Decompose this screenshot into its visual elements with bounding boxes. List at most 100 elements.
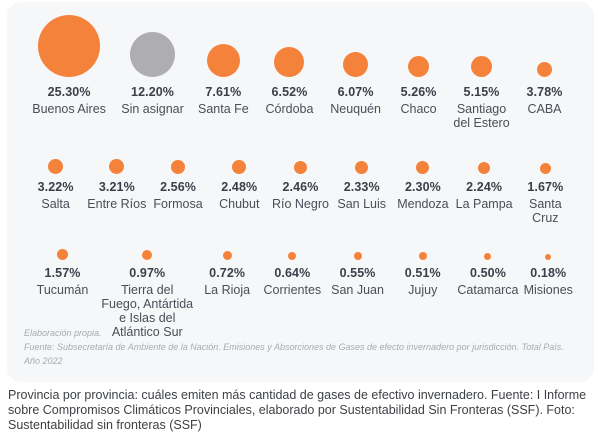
bubble-label: Catamarca [457,282,519,297]
bubble-circle [142,249,153,260]
bubble-item: 2.56% Formosa [147,158,208,211]
bubble-item: 25.30% Buenos Aires [25,15,113,116]
bubble-label: CABA [527,102,562,116]
bubble-label: Río Negro [271,197,329,212]
bubble-circle-area [171,158,186,175]
bubble-item: 0.64% Corrientes [260,248,325,297]
bubble-value: 3.22% [37,180,74,195]
bubble-label: Santa Cruz [529,197,562,226]
bubble-value: 2.48% [221,180,258,195]
bubble-item: 0.97% Tierra del Fuego, Antártida e Islas… [100,248,195,340]
bubble-circle-area [288,248,297,260]
bubble-label: Córdoba [265,102,314,116]
bubble-circle [38,15,101,77]
bubble-value: 1.57% [44,265,81,280]
bubble-label: Chubut [219,197,260,212]
bubble-circle-area [355,158,369,175]
bubble-circle [288,251,297,260]
bubble-label: Santa Fe [197,102,249,116]
bubble-label: Tucumán [36,282,89,297]
bubble-circle-area [416,158,430,175]
bubble-circle [353,251,362,260]
bubble-circle-area [343,15,369,77]
bubble-value: 2.30% [404,180,441,195]
bubble-value: 0.18% [530,265,567,280]
bubble-circle [537,62,552,77]
bubble-item: 2.30% Mendoza [392,158,453,211]
bubble-circle-area [56,248,68,260]
bubble-circle [206,44,240,77]
bubble-circle-area [484,248,492,260]
bubble-value: 6.52% [271,85,308,99]
bubble-item: 12.20% Sin asignar [113,15,192,116]
bubble-item: 0.18% Misiones [521,248,576,297]
bubble-value: 3.78% [526,85,563,99]
bubble-row-3: 1.57% Tucumán 0.97% Tierra del Fuego, Antár… [19,248,582,340]
bubble-circle [232,160,247,175]
bubble-circle-area [353,248,362,260]
bubble-circle [109,159,125,175]
bubble-item: 2.46% Río Negro [270,158,331,211]
bubble-circle [471,56,493,77]
bubble-circle [355,161,369,175]
bubble-value: 1.67% [527,180,564,195]
bubble-item: 0.50% Catamarca [455,248,520,297]
bubble-circle [539,163,551,175]
note-elaboracion: Elaboración propia. [24,328,102,339]
bubble-item: 0.55% San Juan [325,248,390,297]
bubble-item: 2.24% La Pampa [454,158,515,211]
bubble-item: 0.72% La Rioja [195,248,260,297]
bubble-circle [484,252,492,260]
bubble-circle-area [539,158,551,175]
bubble-value: 0.51% [404,265,441,280]
bubble-item: 0.51% Jujuy [390,248,455,297]
bubble-value: 3.21% [98,180,135,195]
bubble-circle [48,159,64,175]
bubble-circle-area [206,15,240,77]
bubble-label: La Rioja [204,282,251,297]
bubble-value: 0.64% [274,265,311,280]
bubble-circle-area [109,158,125,175]
bubble-value: 25.30% [47,85,91,99]
bubble-value: 6.07% [337,85,374,99]
bubble-label: Buenos Aires [32,102,106,116]
bubble-label: San Luis [337,197,387,212]
bubble-circle [274,47,305,77]
emissions-bubble-chart-panel: 25.30% Buenos Aires 12.20% Sin asignar 7.61%… [7,2,594,382]
bubble-circle [293,161,307,175]
bubble-label: Neuquén [330,102,381,116]
bubble-value: 2.56% [160,180,197,195]
bubble-label: Santiago del Estero [453,102,510,131]
bubble-item: 3.22% Salta [25,158,86,211]
bubble-circle-area [537,15,552,77]
bubble-item: 5.15% Santiago del Estero [450,15,513,130]
bubble-item: 3.21% Entre Ríos [86,158,147,211]
bubble-circle-area [274,15,305,77]
bubble-value: 0.72% [209,265,246,280]
note-fuente: Fuente: Subsecretaría de Ambiente de la … [24,342,564,367]
bubble-circle-area [222,248,232,260]
bubble-item: 3.78% CABA [513,15,576,116]
bubble-row-1: 25.30% Buenos Aires 12.20% Sin asignar 7.61%… [19,15,582,130]
bubble-value: 12.20% [131,85,175,99]
bubble-value: 7.61% [205,85,242,99]
bubble-label: Tierra del Fuego, Antártida e Islas del … [101,282,194,339]
bubble-circle [478,162,491,175]
bubble-circle-area [293,158,307,175]
bubble-label: Chaco [400,102,437,116]
bubble-label: Sin asignar [121,102,184,116]
bubble-circle-area [418,248,427,260]
bubble-value: 2.33% [343,180,380,195]
bubble-label: La Pampa [455,197,513,212]
bubble-label: Jujuy [408,282,438,297]
bubble-circle-area [38,15,101,77]
bubble-value: 5.26% [400,85,437,99]
bubble-circle-area [545,248,552,260]
bubble-value: 0.50% [469,265,506,280]
bubble-value: 5.15% [463,85,500,99]
bubble-label: Entre Ríos [87,197,147,212]
bubble-circle-area [232,158,247,175]
bubble-item: 6.52% Córdoba [255,15,324,116]
bubble-label: San Juan [331,282,384,297]
bubble-item: 5.26% Chaco [387,15,450,116]
